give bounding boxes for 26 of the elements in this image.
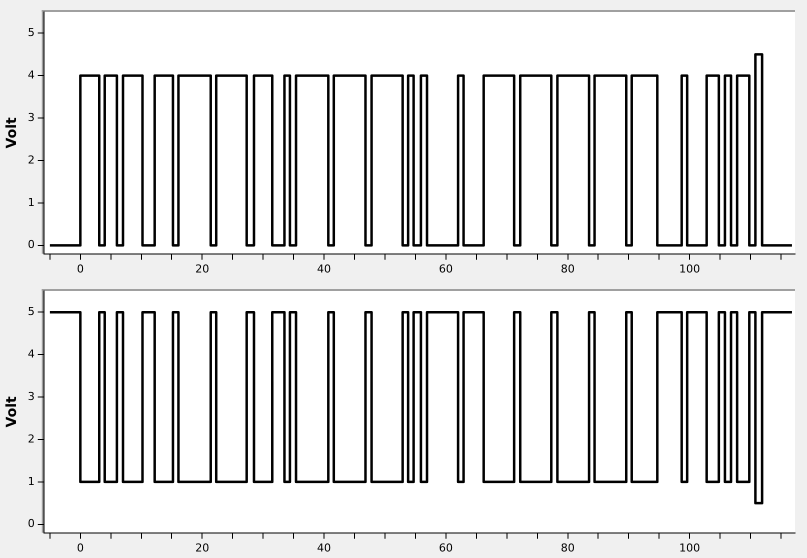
- y-tick-label: 2: [28, 153, 35, 166]
- x-tick-label: 0: [76, 541, 84, 554]
- y-tick-label: 0: [28, 238, 35, 252]
- y-tick-label: 4: [28, 347, 35, 360]
- y-tick-label: 5: [28, 26, 35, 40]
- y-tick-label: 5: [28, 305, 35, 318]
- x-tick-label: 40: [317, 541, 332, 554]
- x-tick-label: 20: [195, 262, 210, 276]
- y-tick-label: 3: [28, 110, 35, 124]
- y-tick-label: 0: [28, 517, 35, 530]
- y-tick-label: 3: [28, 390, 35, 403]
- x-tick-label: 40: [317, 262, 332, 276]
- y-tick-label: 2: [28, 432, 35, 446]
- x-tick-label: 60: [438, 262, 453, 276]
- y-axis-title: Volt: [4, 396, 20, 428]
- x-tick-label: 100: [679, 262, 700, 276]
- x-tick-label: 80: [560, 541, 575, 554]
- y-tick-label: 1: [28, 474, 35, 488]
- x-tick-label: 80: [560, 262, 575, 276]
- x-tick-label: 100: [679, 541, 700, 554]
- x-tick-label: 60: [438, 541, 453, 554]
- x-tick-label: 20: [195, 541, 210, 554]
- y-axis-title: Volt: [4, 117, 20, 148]
- y-tick-label: 4: [28, 68, 35, 82]
- x-tick-label: 0: [76, 262, 84, 276]
- y-tick-label: 1: [28, 196, 35, 209]
